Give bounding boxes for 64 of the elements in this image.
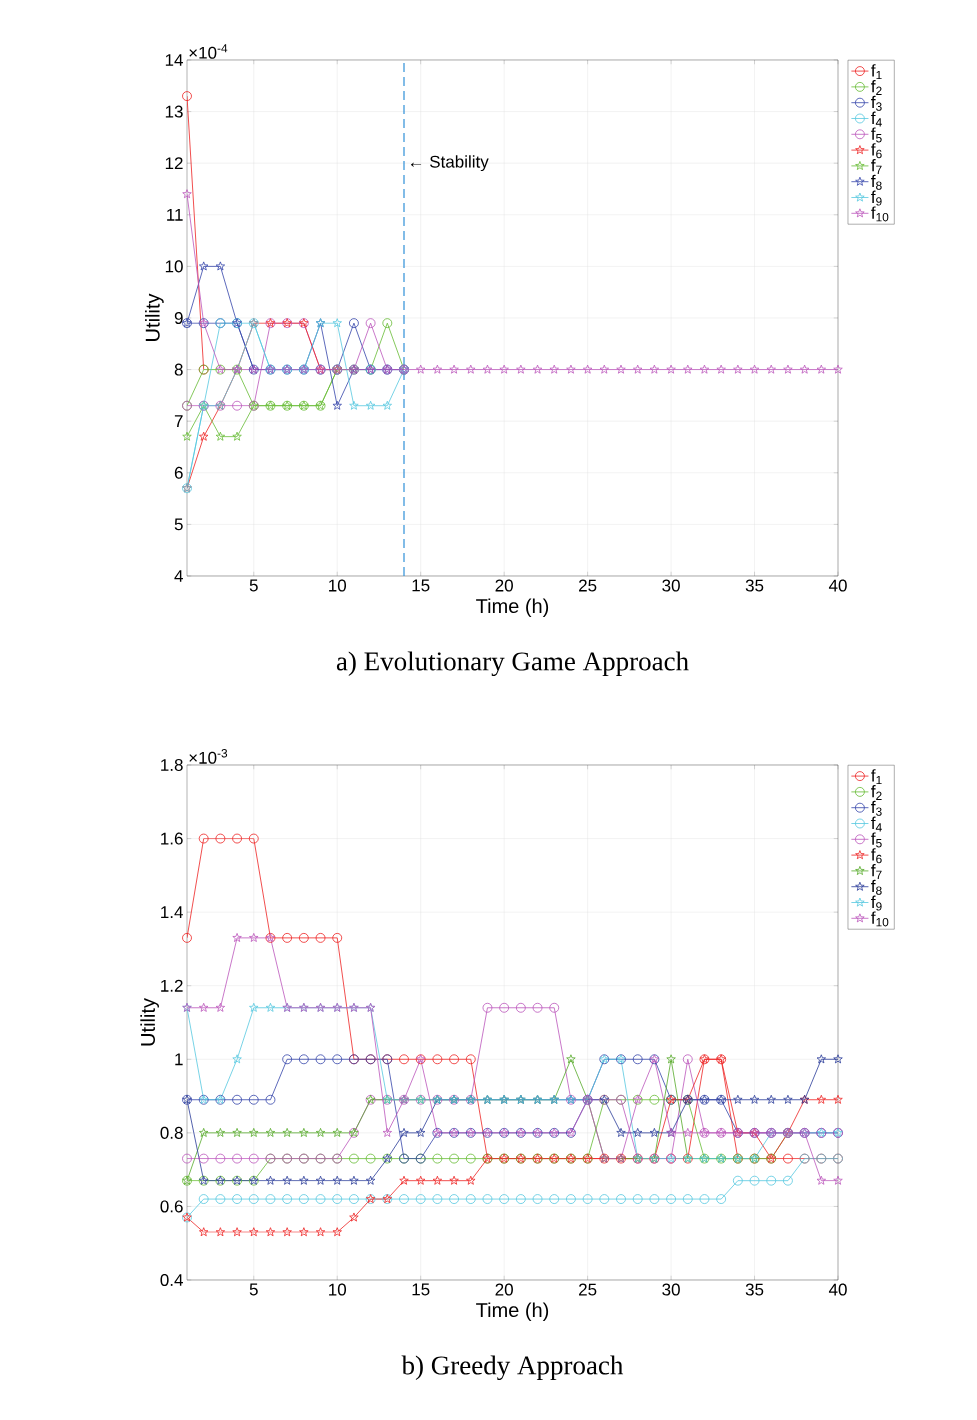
y-tick-label: 1.6: [161, 832, 183, 845]
x-tick-label: 5: [249, 579, 258, 592]
y-tick-label: 0.4: [160, 1273, 183, 1287]
y-tick-label: 9: [174, 311, 183, 325]
y-tick-label: 1.2: [161, 979, 183, 992]
y-tick-label: 6: [174, 466, 183, 479]
x-tick-label: 35: [745, 579, 764, 592]
text: ×10$^{-3}$: [189, 749, 228, 764]
x-tick-label: 25: [579, 1283, 597, 1296]
x-tick-label: 15: [412, 579, 430, 592]
y-tick-label: 13: [165, 105, 183, 118]
legend-label: f$_{1}$: [871, 64, 882, 80]
legend-label: f$_{10}$: [871, 911, 889, 927]
y-axis-title: Utility: [140, 998, 159, 1046]
y-tick-label: 0.8: [160, 1126, 183, 1139]
y-tick-label: 4: [174, 570, 183, 582]
y-tick-label: 1: [175, 1053, 183, 1066]
text: b) Greedy Approach: [401, 1355, 624, 1381]
legend-label: f$_{7}$: [871, 159, 882, 174]
y-tick-label: 11: [167, 208, 183, 221]
y-tick-label: 7: [174, 415, 183, 428]
legend-label: f$_{8}$: [871, 174, 882, 190]
x-axis-title: Time (h): [476, 598, 549, 618]
legend-label: f$_{6}$: [871, 848, 882, 864]
legend-label: f$_{9}$: [871, 190, 882, 206]
x-tick-label: 35: [745, 1283, 764, 1296]
x-tick-label: 15: [412, 1283, 430, 1296]
x-tick-label: 40: [828, 1283, 847, 1296]
x-axis-title: Time (h): [476, 1302, 549, 1322]
y-tick-label: 1.4: [161, 906, 183, 918]
y-tick-label: 8: [174, 363, 183, 376]
legend-label: f$_{9}$: [871, 895, 882, 911]
legend-label: f$_{3}$: [871, 95, 882, 111]
x-tick-label: 25: [579, 579, 597, 592]
legend-label: f$_{2}$: [871, 785, 882, 800]
legend-label: f$_{7}$: [871, 864, 882, 879]
legend-label: f$_{3}$: [871, 800, 882, 816]
legend-label: f$_{2}$: [871, 79, 882, 95]
legend-label: f$_{8}$: [871, 879, 882, 895]
legend-label: f$_{4}$: [871, 111, 882, 127]
legend-label: f$_{6}$: [871, 143, 882, 159]
y-tick-label: 1.8: [161, 758, 183, 772]
legend-label: f$_{1}$: [871, 769, 882, 785]
y-tick-label: 14: [165, 54, 183, 66]
y-tick-label: 10: [165, 260, 183, 273]
y-tick-label: 5: [174, 518, 183, 531]
x-tick-label: 30: [662, 1283, 680, 1296]
legend-label: f$_{5}$: [871, 832, 882, 848]
legend-label: f$_{4}$: [871, 816, 882, 832]
legend-label: f$_{5}$: [871, 127, 882, 143]
y-tick-label: 0.6: [160, 1200, 183, 1213]
x-tick-label: 40: [828, 579, 847, 592]
x-tick-label: 20: [495, 579, 513, 592]
text: ×10$^{-4}$: [189, 44, 228, 59]
legend-label: f$_{10}$: [871, 206, 889, 222]
x-tick-label: 20: [495, 1283, 513, 1296]
annotation: ← Stability: [411, 155, 489, 172]
x-tick-label: 5: [249, 1283, 258, 1296]
x-tick-label: 10: [329, 1283, 347, 1296]
x-tick-label: 30: [662, 579, 680, 592]
x-tick-label: 10: [329, 579, 347, 592]
y-axis-title: Utility: [145, 293, 164, 341]
text: a) Evolutionary Game Approach: [336, 651, 689, 677]
y-tick-label: 12: [165, 157, 183, 170]
